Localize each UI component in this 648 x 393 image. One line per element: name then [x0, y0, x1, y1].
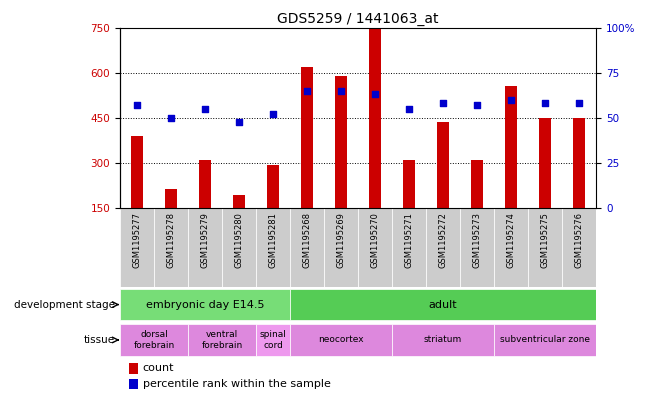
Bar: [199, 160, 211, 208]
Bar: [290, 288, 596, 321]
Text: GSM1195273: GSM1195273: [472, 212, 481, 268]
Bar: [528, 208, 562, 287]
Bar: [358, 208, 392, 287]
Point: [506, 97, 516, 103]
Bar: [324, 208, 358, 287]
Point: [540, 100, 550, 107]
Text: percentile rank within the sample: percentile rank within the sample: [143, 379, 330, 389]
Bar: [130, 379, 138, 389]
Bar: [573, 118, 585, 208]
Point: [132, 102, 142, 108]
Point: [574, 100, 584, 107]
Bar: [188, 324, 256, 356]
Bar: [120, 288, 290, 321]
Bar: [392, 324, 494, 356]
Bar: [335, 76, 347, 208]
Text: GSM1195271: GSM1195271: [404, 212, 413, 268]
Point: [472, 102, 482, 108]
Text: ventral
forebrain: ventral forebrain: [202, 330, 242, 350]
Text: embryonic day E14.5: embryonic day E14.5: [146, 299, 264, 310]
Text: GSM1195281: GSM1195281: [268, 212, 277, 268]
Text: GSM1195280: GSM1195280: [235, 212, 244, 268]
Bar: [471, 160, 483, 208]
Point: [404, 106, 414, 112]
Text: tissue: tissue: [84, 335, 115, 345]
Text: GSM1195275: GSM1195275: [540, 212, 550, 268]
Text: subventricular zone: subventricular zone: [500, 336, 590, 344]
Text: GSM1195277: GSM1195277: [132, 212, 141, 268]
Point: [370, 91, 380, 97]
Bar: [233, 195, 245, 208]
Text: spinal
cord: spinal cord: [260, 330, 286, 350]
Text: development stage: development stage: [14, 299, 115, 310]
Text: adult: adult: [429, 299, 457, 310]
Text: GSM1195276: GSM1195276: [575, 212, 584, 268]
Bar: [165, 189, 177, 208]
Text: GSM1195278: GSM1195278: [167, 212, 176, 268]
Bar: [460, 208, 494, 287]
Point: [268, 111, 278, 118]
Point: [438, 100, 448, 107]
Point: [200, 106, 210, 112]
Bar: [392, 208, 426, 287]
Bar: [539, 118, 551, 208]
Bar: [426, 208, 460, 287]
Point: [166, 115, 176, 121]
Text: GSM1195274: GSM1195274: [507, 212, 516, 268]
Bar: [120, 324, 188, 356]
Bar: [256, 208, 290, 287]
Text: GSM1195269: GSM1195269: [336, 212, 345, 268]
Bar: [267, 165, 279, 208]
Text: GSM1195279: GSM1195279: [200, 212, 209, 268]
Point: [336, 88, 346, 94]
Bar: [130, 363, 138, 373]
Text: neocortex: neocortex: [318, 336, 364, 344]
Point: [234, 118, 244, 125]
Title: GDS5259 / 1441063_at: GDS5259 / 1441063_at: [277, 13, 439, 26]
Bar: [437, 122, 449, 208]
Bar: [290, 324, 392, 356]
Bar: [301, 67, 313, 208]
Text: GSM1195268: GSM1195268: [303, 212, 312, 268]
Bar: [290, 208, 324, 287]
Text: GSM1195270: GSM1195270: [371, 212, 380, 268]
Point: [302, 88, 312, 94]
Text: striatum: striatum: [424, 336, 462, 344]
Text: dorsal
forebrain: dorsal forebrain: [133, 330, 174, 350]
Bar: [222, 208, 256, 287]
Bar: [154, 208, 188, 287]
Bar: [403, 160, 415, 208]
Text: count: count: [143, 363, 174, 373]
Bar: [494, 324, 596, 356]
Bar: [562, 208, 596, 287]
Bar: [256, 324, 290, 356]
Bar: [505, 86, 517, 208]
Text: GSM1195272: GSM1195272: [439, 212, 448, 268]
Bar: [131, 136, 143, 208]
Bar: [369, 29, 381, 208]
Bar: [120, 208, 154, 287]
Bar: [188, 208, 222, 287]
Bar: [494, 208, 528, 287]
